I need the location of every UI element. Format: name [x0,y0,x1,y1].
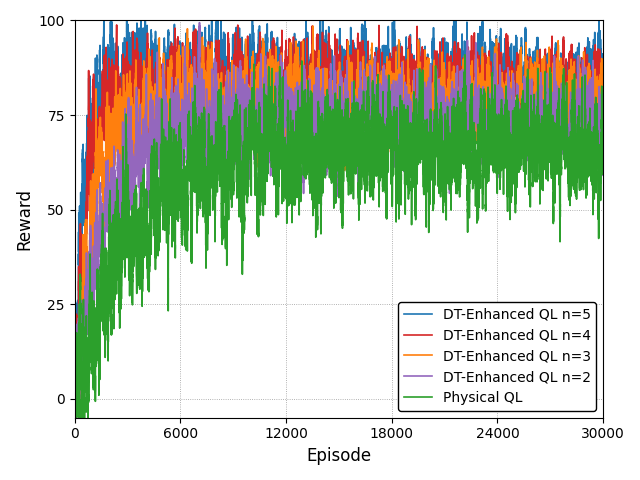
DT-Enhanced QL n=5 [71,426,79,432]
DT-Enhanced QL n=3 [88,215,95,221]
DT-Enhanced QL n=5 [599,58,607,63]
Legend: DT-Enhanced QL n=5, DT-Enhanced QL n=4, DT-Enhanced QL n=3, DT-Enhanced QL n=2, : DT-Enhanced QL n=5, DT-Enhanced QL n=4, … [398,302,596,411]
DT-Enhanced QL n=3 [599,111,607,117]
DT-Enhanced QL n=4 [88,136,95,142]
DT-Enhanced QL n=2 [88,294,95,300]
DT-Enhanced QL n=3 [71,383,79,388]
Physical QL [129,287,136,293]
DT-Enhanced QL n=3 [350,111,358,117]
DT-Enhanced QL n=2 [529,111,537,117]
Physical QL [71,321,79,327]
DT-Enhanced QL n=4 [72,402,79,408]
DT-Enhanced QL n=2 [198,109,205,115]
DT-Enhanced QL n=3 [309,23,317,29]
Physical QL [187,157,195,163]
DT-Enhanced QL n=5 [71,420,79,426]
Line: Physical QL: Physical QL [75,55,603,429]
DT-Enhanced QL n=2 [71,426,79,432]
Physical QL [529,134,537,140]
DT-Enhanced QL n=5 [100,18,108,24]
Line: DT-Enhanced QL n=4: DT-Enhanced QL n=4 [75,25,603,405]
DT-Enhanced QL n=3 [71,426,79,432]
Physical QL [88,371,95,376]
DT-Enhanced QL n=4 [113,22,120,28]
DT-Enhanced QL n=4 [350,83,358,88]
DT-Enhanced QL n=4 [187,110,195,116]
DT-Enhanced QL n=2 [71,425,79,431]
Physical QL [461,52,468,58]
DT-Enhanced QL n=5 [187,68,195,74]
Physical QL [198,152,205,157]
DT-Enhanced QL n=4 [529,128,537,133]
DT-Enhanced QL n=2 [350,128,358,133]
DT-Enhanced QL n=4 [599,64,607,70]
Physical QL [78,426,86,432]
Y-axis label: Reward: Reward [15,188,33,250]
DT-Enhanced QL n=3 [129,134,136,140]
DT-Enhanced QL n=5 [529,60,537,66]
Physical QL [350,116,358,122]
DT-Enhanced QL n=4 [71,374,79,380]
X-axis label: Episode: Episode [307,447,371,465]
DT-Enhanced QL n=2 [187,148,195,154]
DT-Enhanced QL n=3 [187,83,195,89]
Line: DT-Enhanced QL n=2: DT-Enhanced QL n=2 [75,23,603,429]
Physical QL [599,118,607,124]
DT-Enhanced QL n=5 [198,48,205,54]
DT-Enhanced QL n=5 [129,72,136,78]
DT-Enhanced QL n=2 [196,20,204,25]
DT-Enhanced QL n=3 [529,114,537,120]
DT-Enhanced QL n=3 [198,78,205,84]
DT-Enhanced QL n=5 [350,83,358,89]
DT-Enhanced QL n=2 [599,121,607,127]
DT-Enhanced QL n=5 [88,119,95,124]
Line: DT-Enhanced QL n=5: DT-Enhanced QL n=5 [75,21,603,429]
DT-Enhanced QL n=2 [129,151,136,157]
DT-Enhanced QL n=4 [198,79,205,85]
Line: DT-Enhanced QL n=3: DT-Enhanced QL n=3 [75,26,603,429]
DT-Enhanced QL n=4 [129,97,136,103]
